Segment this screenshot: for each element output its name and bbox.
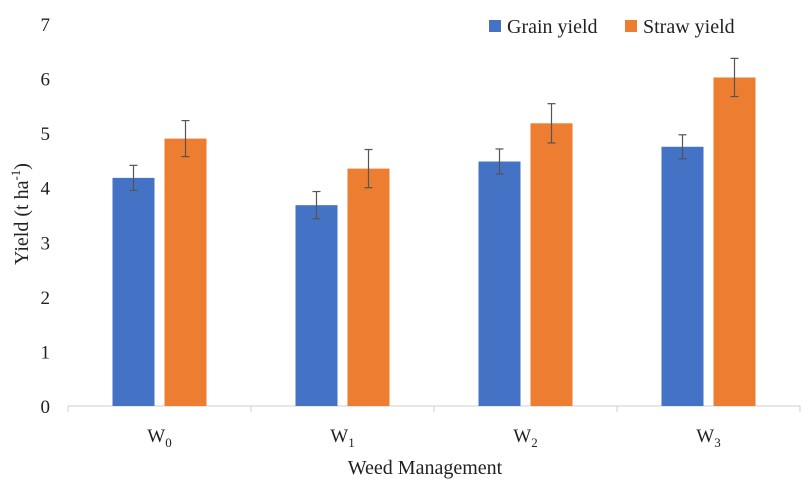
x-axis-title: Weed Management — [348, 457, 503, 479]
x-tick-label: W0 — [147, 426, 171, 450]
y-tick-label: 2 — [41, 288, 51, 309]
bar-grain-w2 — [478, 161, 521, 406]
bars — [112, 77, 756, 407]
legend-swatch-grain — [489, 20, 501, 32]
y-tick-label: 1 — [41, 342, 51, 363]
y-axis-ticks: 0 1 2 3 4 5 6 7 — [41, 15, 51, 418]
legend-swatch-straw — [625, 20, 637, 32]
y-tick-label: 5 — [41, 124, 51, 145]
bar-straw-w2 — [530, 123, 573, 406]
legend-label-straw: Straw yield — [643, 16, 735, 38]
bar-straw-w3 — [713, 77, 756, 406]
y-axis-title-main: Yield (t ha — [11, 180, 33, 265]
x-axis-labels: W0 W1 W2 W3 — [147, 426, 720, 450]
y-axis-title-sup: -1 — [8, 170, 23, 181]
error-bars — [129, 57, 739, 220]
y-tick-label: 3 — [41, 233, 51, 254]
legend: Grain yield Straw yield — [489, 16, 735, 38]
y-axis-title-end: ) — [11, 163, 33, 170]
y-tick-label: 7 — [41, 15, 51, 36]
y-axis-title: Yield (t ha-1) — [8, 163, 33, 265]
bar-straw-w1 — [347, 168, 390, 406]
bar-grain-w0 — [112, 177, 155, 406]
y-tick-label: 6 — [41, 70, 51, 91]
y-tick-label: 0 — [41, 397, 51, 418]
x-tick-marks — [67, 406, 801, 412]
bar-grain-w3 — [661, 146, 704, 407]
x-tick-label: W1 — [330, 426, 354, 450]
y-tick-label: 4 — [41, 179, 51, 200]
bar-grain-w1 — [295, 205, 338, 406]
x-tick-label: W3 — [696, 426, 720, 450]
bar-straw-w0 — [164, 138, 207, 406]
legend-label-grain: Grain yield — [507, 16, 598, 38]
x-tick-label: W2 — [513, 426, 537, 450]
